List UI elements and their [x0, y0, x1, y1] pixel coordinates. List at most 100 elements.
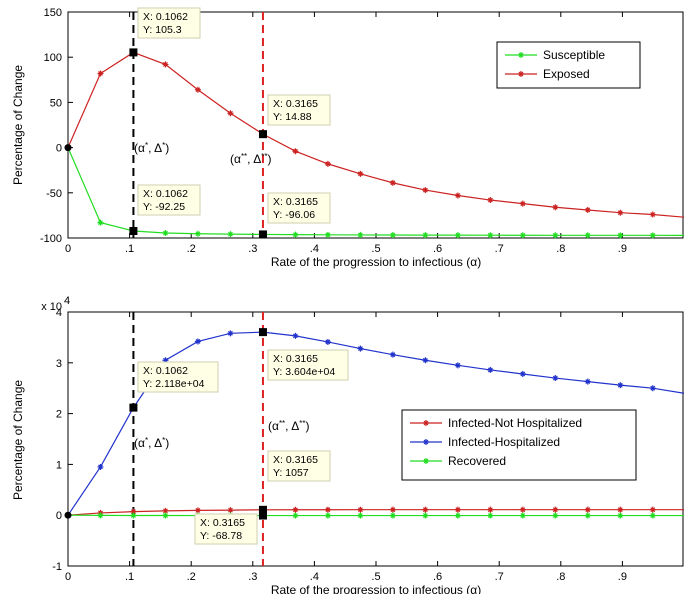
series-point — [487, 512, 494, 519]
annotation-punct: ) — [267, 152, 271, 166]
x-tick-label: .3 — [248, 571, 257, 583]
y-tick-label: 150 — [44, 7, 62, 19]
x-tick-label: .1 — [125, 243, 134, 255]
series-point — [519, 370, 526, 377]
x-tick-label: .6 — [433, 571, 442, 583]
series-line-1 — [67, 509, 684, 516]
annotation-mark: ** — [279, 419, 285, 428]
annotation-punct: , — [247, 152, 253, 166]
series-point — [617, 232, 624, 239]
series-point — [649, 232, 656, 239]
series-point — [389, 351, 396, 358]
x-tick-label: .3 — [248, 243, 257, 255]
x-tick-label: 0 — [65, 571, 71, 583]
series-point — [617, 382, 624, 389]
y-tick-label: 4 — [56, 307, 62, 319]
series-point — [617, 209, 624, 216]
series-point — [552, 506, 559, 513]
series-point — [649, 506, 656, 513]
series-point — [649, 385, 656, 392]
series-point — [162, 507, 169, 514]
datatip-box — [137, 184, 201, 216]
datatip-y: Y: 14.88 — [273, 111, 312, 123]
series-point — [97, 512, 104, 519]
annotation-alpha: α — [138, 141, 145, 155]
annotation-delta: Δ — [291, 419, 299, 433]
datatip-x: X: 0.3165 — [273, 196, 318, 208]
annotation-punct: , — [148, 436, 154, 450]
datatip-y: Y: -96.06 — [273, 209, 315, 221]
y-tick-label: -1 — [52, 561, 62, 573]
series-point — [227, 330, 234, 337]
datatip-y: Y: 105.3 — [143, 24, 182, 36]
critical-point-annotation: (α**, Δ**) — [230, 152, 271, 167]
series-point — [194, 86, 201, 93]
series-point — [584, 378, 591, 385]
datatip-x: X: 0.1062 — [143, 365, 188, 377]
datatip-y: Y: 1057 — [273, 467, 309, 479]
annotation-punct: ) — [165, 436, 169, 450]
annotation-mark: * — [145, 141, 148, 150]
series-line-2 — [67, 331, 684, 516]
series-point — [292, 332, 299, 339]
series-point — [584, 506, 591, 513]
datatip-marker — [258, 230, 267, 239]
series-point — [357, 231, 364, 238]
series-point — [162, 512, 169, 519]
datatip-x: X: 0.1062 — [143, 11, 188, 23]
top-chart: 0 .1 .2 .3 .4 .5 .6 .7 .8 .9 -100 -50 0 50 100 150 Rate … — [11, 7, 684, 269]
series-point — [454, 362, 461, 369]
series-point — [617, 506, 624, 513]
series-point — [519, 232, 526, 239]
legend-swatch-marker — [423, 439, 429, 445]
legend-entry: Susceptible — [543, 48, 605, 62]
datatip-x: X: 0.1062 — [143, 188, 188, 200]
series-point — [357, 512, 364, 519]
x-axis-label: Rate of the progression to infectious (α… — [271, 255, 481, 269]
datatip-box — [137, 7, 201, 39]
x-tick-label: .4 — [310, 571, 319, 583]
legend-box — [401, 409, 637, 481]
series-point — [324, 512, 331, 519]
series-point — [519, 200, 526, 207]
series-point — [324, 231, 331, 238]
series-point — [584, 512, 591, 519]
series-line-2 — [67, 51, 684, 218]
annotation-delta: Δ — [253, 152, 261, 166]
series-point — [422, 187, 429, 194]
datatip-box — [267, 192, 331, 224]
annotation-delta: Δ — [154, 436, 162, 450]
x-tick-label: .9 — [618, 243, 627, 255]
series-point — [552, 375, 559, 382]
series-point — [292, 148, 299, 155]
x-tick-label: .5 — [371, 571, 380, 583]
datatip-y: Y: 3.604e+04 — [273, 366, 335, 378]
datatip-x: X: 0.3165 — [273, 98, 318, 110]
y-tick-label: 2 — [56, 409, 62, 421]
series-point — [552, 232, 559, 239]
series-point — [552, 204, 559, 211]
x-tick-label: .7 — [495, 571, 504, 583]
series-point — [292, 512, 299, 519]
annotation-punct: ( — [230, 152, 234, 166]
datatip-x: X: 0.3165 — [200, 517, 245, 529]
annotation-mark: * — [162, 436, 165, 445]
series-point — [357, 506, 364, 513]
x-tick-label: .4 — [310, 243, 319, 255]
datatip-y: Y: -68.78 — [200, 530, 242, 542]
y-multiplier-exponent: 4 — [64, 295, 70, 307]
critical-point-annotation: (α*, Δ*) — [134, 436, 169, 451]
series-point — [649, 512, 656, 519]
series-point — [162, 357, 169, 364]
annotation-mark: * — [145, 436, 148, 445]
series-point — [227, 507, 234, 514]
series-point — [97, 219, 104, 226]
annotation-mark: ** — [261, 152, 267, 161]
y-tick-label: 3 — [56, 358, 62, 370]
legend-swatch-marker — [423, 420, 429, 426]
legend-swatch-marker — [518, 71, 524, 77]
y-axis-label: Percentage of Change — [11, 380, 25, 500]
x-tick-label: .9 — [618, 571, 627, 583]
